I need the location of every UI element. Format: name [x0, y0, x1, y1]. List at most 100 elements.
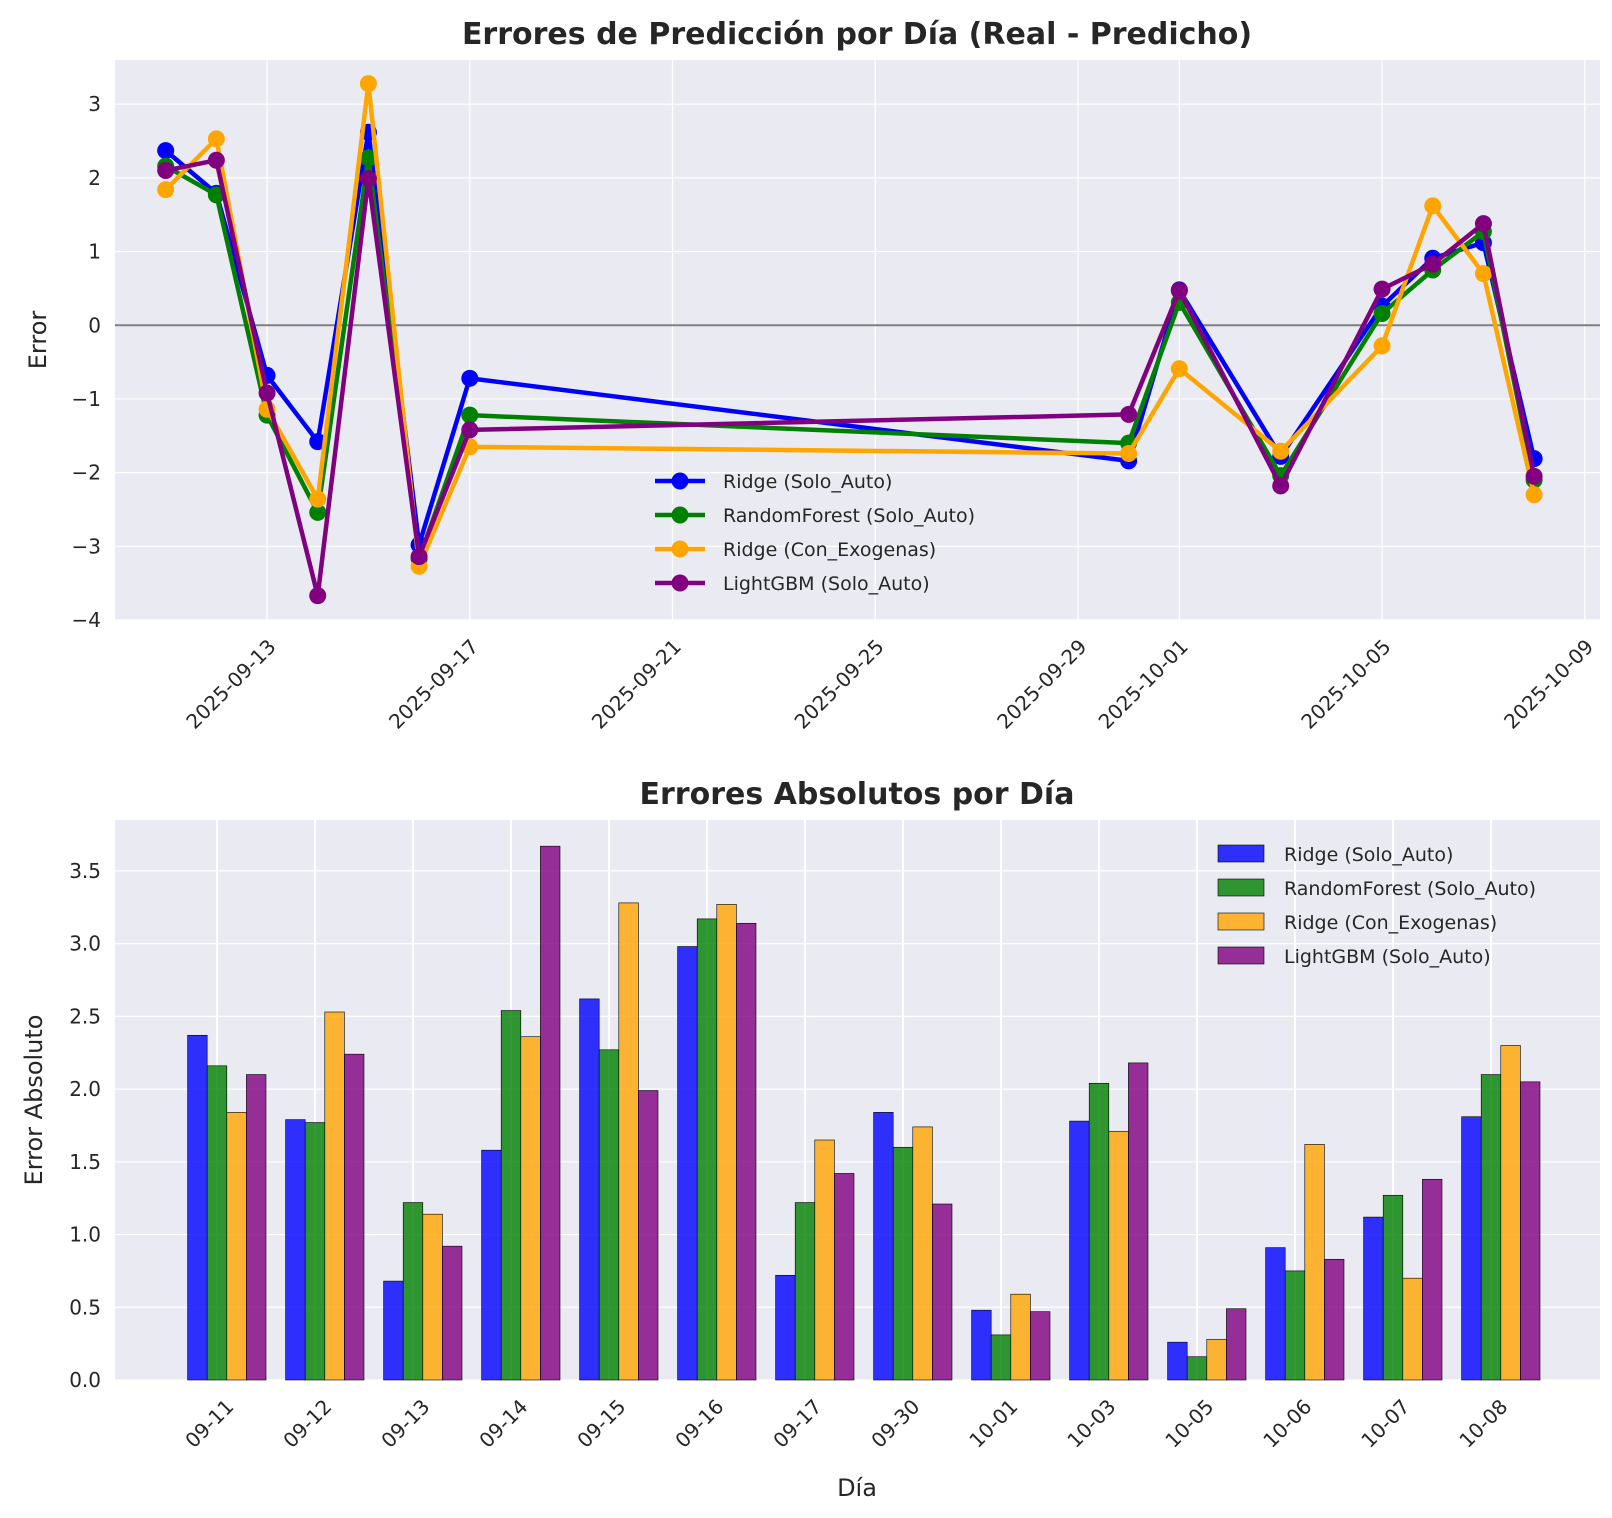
bar	[442, 1245, 463, 1381]
data-point	[461, 406, 479, 424]
legend-swatch	[1217, 912, 1265, 931]
bar	[912, 1126, 933, 1381]
series-lightgbm-solo-auto	[157, 151, 1543, 605]
legend-item: Ridge (Con_Exogenas)	[1217, 912, 1497, 934]
data-point	[207, 186, 225, 204]
legend-label: Ridge (Con_Exogenas)	[723, 539, 936, 561]
bar	[696, 918, 718, 1381]
bar	[1422, 1178, 1443, 1381]
legend-marker	[671, 540, 689, 558]
bar-series-ridge-solo-auto	[187, 946, 1482, 1381]
legend-label: LightGBM (Solo_Auto)	[723, 573, 930, 595]
legend-item: LightGBM (Solo_Auto)	[655, 573, 930, 595]
legend-1: Ridge (Solo_Auto) RandomForest (Solo_Auto…	[655, 471, 975, 595]
x-tick-label: 09-30	[866, 1394, 924, 1452]
bar-series-randomforest-solo-auto	[206, 918, 1502, 1381]
y-tick-label: −1	[72, 387, 101, 411]
data-point	[1525, 467, 1543, 485]
y-tick-label: 1	[88, 240, 101, 264]
bar	[481, 1149, 502, 1381]
data-point	[461, 421, 479, 439]
y-tick-label: −4	[72, 608, 101, 632]
bar	[226, 1112, 247, 1381]
legend-label: LightGBM (Solo_Auto)	[1284, 946, 1491, 968]
bar	[187, 1034, 208, 1381]
bar	[1226, 1308, 1247, 1381]
bar	[775, 1274, 796, 1381]
y-tick-label: 2.5	[69, 1004, 101, 1028]
data-point	[359, 170, 377, 188]
x-tick-label: 10-08	[1454, 1394, 1512, 1452]
legend-item: Ridge (Solo_Auto)	[655, 471, 892, 493]
bar	[344, 1053, 365, 1381]
bar	[1069, 1120, 1090, 1381]
data-point	[1272, 477, 1290, 495]
bar	[246, 1074, 267, 1381]
data-point	[1474, 215, 1492, 233]
data-point	[1373, 337, 1391, 355]
data-point	[1424, 255, 1442, 273]
legend-label: RandomForest (Solo_Auto)	[1284, 878, 1536, 900]
legend-label: RandomForest (Solo_Auto)	[723, 505, 975, 527]
data-point	[461, 369, 479, 387]
bar	[520, 1036, 541, 1381]
bar	[383, 1280, 404, 1381]
x-tick-label: 10-06	[1258, 1394, 1316, 1452]
bar	[1010, 1293, 1031, 1381]
data-point	[1170, 282, 1188, 300]
bar-series-ridge-con-exogenas	[226, 902, 1521, 1381]
x-tick-label: 09-11	[180, 1394, 238, 1452]
data-point	[309, 503, 327, 521]
legend-item: LightGBM (Solo_Auto)	[1217, 946, 1491, 968]
bar	[402, 1202, 424, 1381]
y-tick-label: 0	[88, 313, 101, 337]
x-tick-label: 09-17	[768, 1394, 826, 1452]
data-point	[207, 151, 225, 169]
data-point	[309, 587, 327, 605]
data-point	[1120, 405, 1138, 423]
y-tick-label: 0.5	[69, 1295, 101, 1319]
bar	[1304, 1144, 1325, 1381]
bar	[598, 1049, 620, 1381]
legend-swatch	[1217, 844, 1265, 863]
bar	[716, 904, 737, 1381]
bar	[1167, 1341, 1188, 1381]
data-point	[258, 384, 276, 402]
bar	[500, 1010, 522, 1381]
legend-marker	[671, 472, 689, 490]
x-tick-label: 10-03	[1062, 1394, 1120, 1452]
data-point	[359, 149, 377, 167]
y-tick-label: 3	[88, 92, 101, 116]
bar-series-lightgbm-solo-auto	[246, 845, 1541, 1381]
legend-label: Ridge (Solo_Auto)	[723, 471, 892, 493]
y-tick-label: 3.5	[69, 859, 101, 883]
data-point	[1424, 197, 1442, 215]
x-tick-label: 09-12	[278, 1394, 336, 1452]
data-point	[207, 130, 225, 148]
bar	[834, 1173, 855, 1381]
chart-title-2: Errores Absolutos por Día	[640, 777, 1075, 812]
y-tick-label: 2	[88, 166, 101, 190]
bar	[1186, 1356, 1208, 1381]
x-tick-label: 2025-09-21	[587, 634, 686, 733]
data-point	[157, 162, 175, 180]
bar	[990, 1334, 1012, 1381]
bar	[814, 1139, 835, 1381]
y-tick-label: −2	[72, 461, 101, 485]
bar	[1402, 1277, 1423, 1381]
x-axis-label-2: Día	[837, 1474, 877, 1502]
legend-item: RandomForest (Solo_Auto)	[1217, 878, 1536, 900]
x-tick-label: 2025-09-17	[384, 634, 483, 733]
data-point	[359, 75, 377, 93]
legend-item: Ridge (Con_Exogenas)	[655, 539, 936, 561]
bar	[540, 845, 561, 1381]
x-tick-label: 2025-09-25	[790, 634, 889, 733]
bar	[1324, 1258, 1345, 1381]
bar	[206, 1065, 228, 1381]
x-tick-label: 2025-09-13	[181, 634, 280, 733]
x-tick-labels-2: 09-11 09-12 09-13 09-14 09-15 09-16 09-17 09-30…	[180, 1394, 1512, 1452]
legend-marker	[671, 506, 689, 524]
data-point	[1170, 360, 1188, 378]
bar	[1461, 1116, 1482, 1381]
